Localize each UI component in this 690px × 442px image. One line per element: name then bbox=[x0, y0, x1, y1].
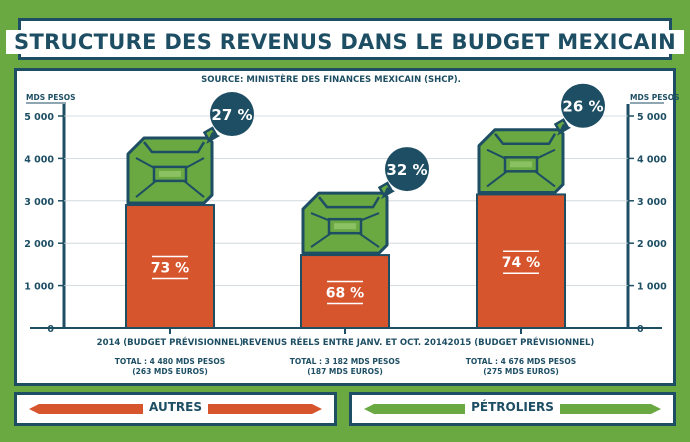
pct-autres-label: 74 % bbox=[502, 255, 540, 271]
jerrycan-handle bbox=[494, 132, 557, 145]
jerrycan-embossing bbox=[310, 212, 380, 248]
jerrycan-label-inner bbox=[159, 170, 181, 177]
pct-petroliers-label: 26 % bbox=[562, 98, 603, 116]
legend-autres: AUTRES bbox=[14, 392, 337, 426]
jerrycan-label-inner bbox=[334, 223, 356, 230]
category-label: 2015 (BUDGET PRÉVISIONNEL) bbox=[448, 336, 595, 348]
title-box: STRUCTURE DES REVENUS DANS LE BUDGET MEX… bbox=[6, 18, 684, 60]
bar-autres bbox=[125, 204, 215, 329]
jerrycan-embossing bbox=[486, 148, 556, 188]
y-tick-label-right: 3 000 bbox=[637, 197, 667, 208]
y-tick-label-right: 1 000 bbox=[637, 282, 667, 293]
pct-bubble bbox=[210, 92, 254, 137]
pct-autres-label: 68 % bbox=[326, 286, 364, 302]
category-label: REVENUS RÉELS ENTRE JANV. ET OCT. 2014 bbox=[242, 336, 448, 348]
jerrycan-embossing bbox=[135, 157, 205, 198]
total-label: TOTAL : 4 676 MDS PESOS bbox=[466, 357, 576, 366]
y-tick-label-left: 2 000 bbox=[24, 239, 54, 250]
total-label: TOTAL : 4 480 MDS PESOS bbox=[115, 357, 225, 366]
y-tick-label-right: 4 000 bbox=[637, 154, 667, 165]
y-tick-label-left: 3 000 bbox=[24, 197, 54, 208]
bar-autres bbox=[300, 254, 390, 330]
legend-petroliers: PÉTROLIERS bbox=[349, 392, 676, 426]
pct-bubble bbox=[385, 147, 429, 192]
pct-autres-label: 73 % bbox=[151, 261, 189, 277]
legend-autres-label: AUTRES bbox=[143, 400, 208, 414]
y-tick-label-left: 1 000 bbox=[24, 282, 54, 293]
pct-petroliers-label: 27 % bbox=[211, 106, 252, 124]
page-title: STRUCTURE DES REVENUS DANS LE BUDGET MEX… bbox=[6, 30, 684, 54]
pct-petroliers-label: 32 % bbox=[386, 161, 427, 179]
y-tick-label-left: 0 bbox=[47, 324, 54, 335]
y-axis-label-left: MDS PESOS bbox=[26, 93, 76, 102]
jerrycan-handle bbox=[318, 196, 381, 209]
category-label: 2014 (BUDGET PRÉVISIONNEL) bbox=[97, 336, 244, 348]
y-tick-label-left: 5 000 bbox=[24, 112, 54, 123]
pct-bubble-tail bbox=[206, 132, 220, 145]
y-tick-label-right: 5 000 bbox=[637, 112, 667, 123]
y-tick-label-left: 4 000 bbox=[24, 154, 54, 165]
legend-petroliers-label: PÉTROLIERS bbox=[465, 400, 560, 414]
jerrycan-label-inner bbox=[510, 161, 532, 168]
jerrycan-handle bbox=[143, 141, 206, 154]
chart-source: SOURCE: MINISTÈRE DES FINANCES MEXICAIN … bbox=[201, 75, 461, 85]
pct-bubble-tail bbox=[381, 187, 395, 200]
y-tick-label-right: 2 000 bbox=[637, 239, 667, 250]
total-eur-label: (187 MDS EUROS) bbox=[307, 367, 383, 376]
total-eur-label: (275 MDS EUROS) bbox=[483, 367, 559, 376]
y-tick-label-right: 0 bbox=[637, 324, 644, 335]
pct-bubble bbox=[561, 83, 605, 128]
y-axis-label-right: MDS PESOS bbox=[630, 93, 680, 102]
pct-bubble-tail bbox=[557, 123, 571, 136]
total-eur-label: (263 MDS EUROS) bbox=[132, 367, 208, 376]
total-label: TOTAL : 3 182 MDS PESOS bbox=[290, 357, 400, 366]
